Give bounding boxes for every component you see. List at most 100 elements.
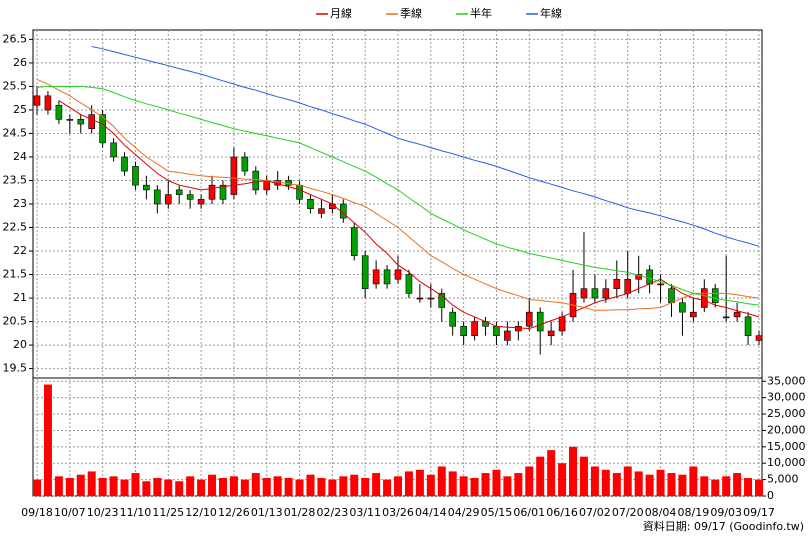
- legend-label: 月線: [330, 6, 352, 20]
- candle-body: [701, 288, 708, 308]
- y-tick-label: 23.5: [3, 173, 28, 186]
- candle-body: [263, 180, 271, 191]
- y2-tick-label: 0: [767, 489, 774, 502]
- volume-bar: [186, 476, 195, 496]
- volume-bar: [295, 479, 304, 496]
- volume-bar: [448, 471, 457, 496]
- volume-bar: [470, 477, 479, 496]
- volume-bar: [744, 477, 753, 496]
- candle-body: [449, 311, 456, 327]
- volume-bar: [328, 479, 337, 496]
- volume-bar: [667, 473, 676, 496]
- y-tick-label: 19.5: [3, 362, 28, 375]
- candle-body: [55, 104, 63, 120]
- volume-bar: [131, 473, 140, 496]
- legend-label: 半年: [470, 6, 492, 20]
- volume-bar: [54, 476, 63, 496]
- candle-body: [416, 297, 424, 300]
- y-tick-label: 26.5: [3, 32, 28, 45]
- volume-bar: [65, 477, 74, 496]
- y-tick-label: 25.5: [3, 79, 28, 92]
- y2-tick-label: 30,000: [767, 391, 806, 404]
- candle-body: [690, 311, 697, 318]
- x-tick-label: 02/23: [317, 506, 349, 519]
- candle-body: [744, 316, 752, 336]
- volume-bar: [229, 476, 238, 496]
- volume-bar: [208, 474, 217, 496]
- y-tick-label: 22: [13, 244, 27, 257]
- x-tick-label: 05/15: [481, 506, 513, 519]
- ma-line: [58, 100, 760, 330]
- candle-body: [580, 288, 588, 299]
- volume-bar: [87, 471, 96, 496]
- candle-body: [175, 189, 183, 195]
- candle-body: [646, 269, 653, 285]
- candle-body: [186, 194, 194, 200]
- candle-body: [383, 269, 391, 285]
- candle-body: [504, 330, 511, 341]
- candle-body: [755, 335, 763, 341]
- volume-bar: [251, 473, 260, 496]
- volume-bar: [547, 450, 556, 496]
- volume-bar: [733, 473, 742, 496]
- volume-bar: [43, 384, 52, 496]
- candle-body: [460, 325, 467, 336]
- y-tick-label: 20.5: [3, 315, 28, 328]
- candle-body: [350, 227, 358, 257]
- volume-bar: [175, 481, 184, 496]
- volume-bar: [284, 477, 293, 496]
- y-tick-label: 20: [13, 338, 27, 351]
- candle-body: [635, 274, 642, 280]
- candle-body: [154, 189, 161, 205]
- volume-bar: [689, 466, 698, 496]
- volume-bar: [383, 479, 392, 496]
- candle-body: [536, 311, 544, 332]
- candle-body: [143, 184, 150, 191]
- candle-body: [132, 166, 139, 186]
- candle-body: [230, 156, 238, 195]
- volume-bar: [197, 479, 206, 496]
- volume-bar: [33, 479, 41, 496]
- candle-body: [602, 288, 610, 299]
- x-tick-label: 01/13: [251, 506, 283, 519]
- candle-body: [361, 255, 369, 289]
- candle-body: [318, 208, 325, 214]
- legend-label: 年線: [540, 6, 562, 20]
- y-tick-label: 21.5: [3, 268, 28, 281]
- x-tick-label: 09/18: [21, 506, 53, 519]
- candle-body: [219, 184, 227, 200]
- x-tick-label: 12/26: [218, 506, 250, 519]
- volume-bar: [601, 469, 610, 496]
- candle-body: [110, 142, 117, 158]
- candle-body: [252, 170, 260, 191]
- volume-bar: [142, 481, 151, 496]
- candle-body: [668, 288, 675, 304]
- volume-bar: [262, 477, 271, 496]
- x-tick-label: 03/26: [382, 506, 414, 519]
- x-tick-label: 01/28: [284, 506, 316, 519]
- candle-body: [525, 311, 533, 327]
- candle-body: [44, 95, 52, 111]
- volume-bar: [579, 456, 588, 496]
- candle-body: [427, 297, 435, 300]
- candle-body: [164, 194, 172, 205]
- candle-body: [394, 269, 402, 280]
- volume-bar: [273, 476, 282, 496]
- volume-bar: [590, 466, 599, 496]
- x-tick-label: 03/11: [349, 506, 381, 519]
- volume-bar: [722, 476, 731, 496]
- y-tick-label: 21: [13, 291, 27, 304]
- volume-bar: [109, 476, 118, 496]
- legend-label: 季線: [400, 6, 422, 20]
- volume-bar: [415, 469, 424, 496]
- x-tick-label: 06/01: [513, 506, 545, 519]
- volume-bar: [623, 466, 632, 496]
- candle-body: [197, 198, 205, 205]
- candle-body: [493, 325, 500, 336]
- y-tick-label: 25: [13, 103, 27, 116]
- volume-bar: [218, 477, 227, 496]
- volume-bar: [394, 476, 402, 496]
- candle-body: [208, 184, 216, 200]
- candle-body: [733, 311, 741, 318]
